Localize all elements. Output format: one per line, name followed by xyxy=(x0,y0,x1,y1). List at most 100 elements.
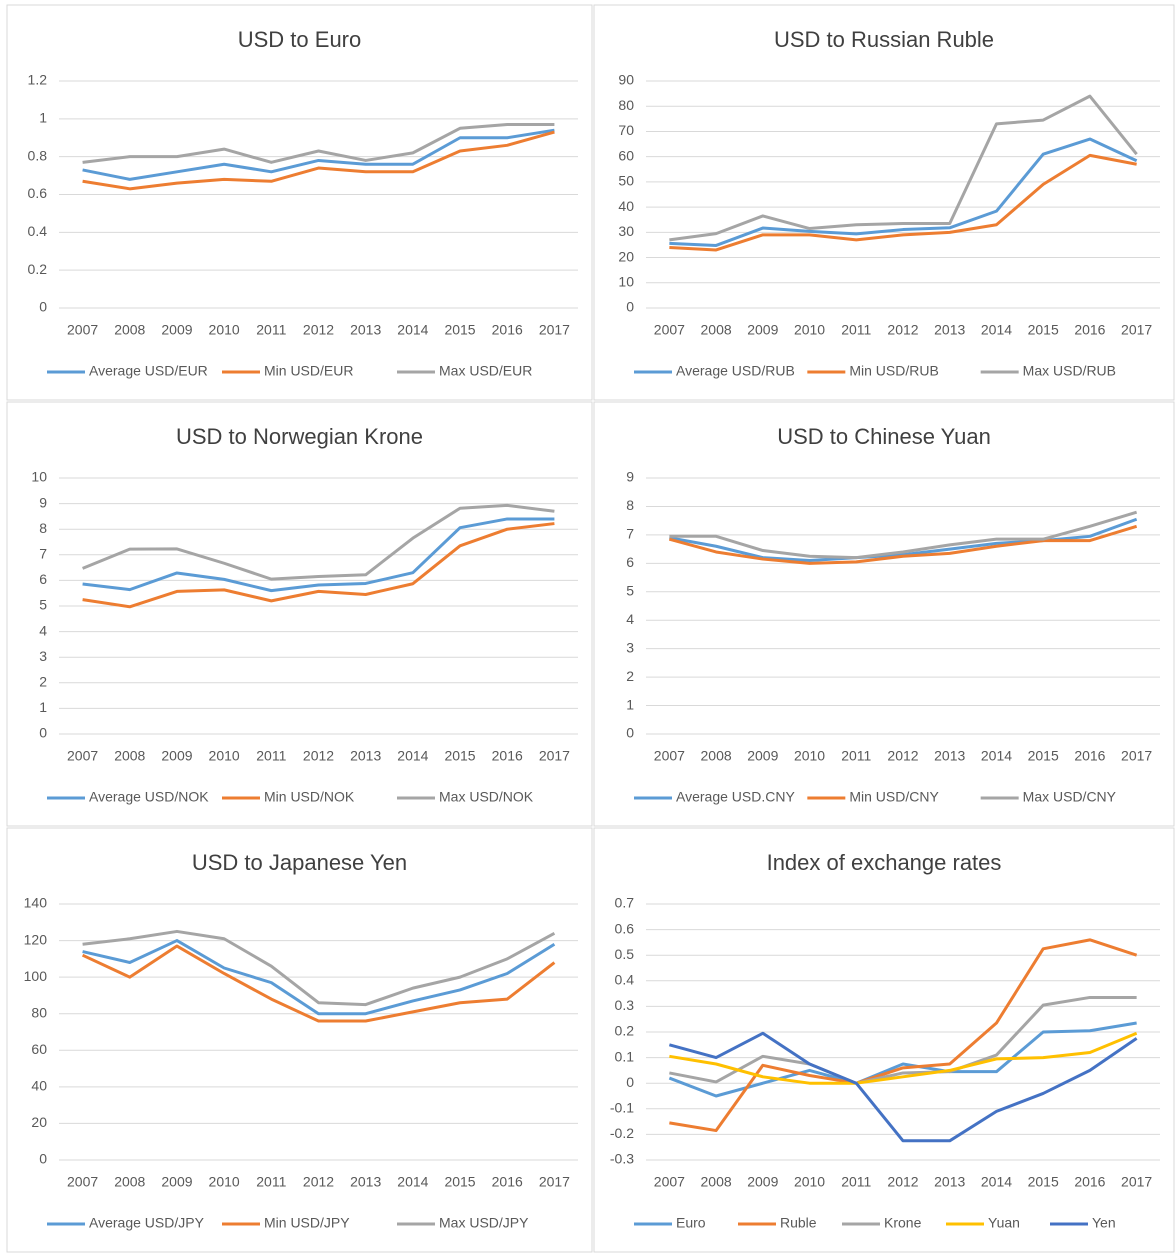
x-tick-label: 2017 xyxy=(1121,1174,1152,1190)
series-line xyxy=(82,503,555,581)
series-line xyxy=(82,128,555,181)
legend-label: Average USD/EUR xyxy=(89,363,208,379)
legend-label: Average USD.CNY xyxy=(676,789,795,805)
legend-label: Average USD/RUB xyxy=(676,363,795,379)
y-tick-label: 0.5 xyxy=(615,946,635,962)
y-tick-label: 0 xyxy=(626,1074,634,1090)
x-tick-label: 2012 xyxy=(303,1174,334,1190)
y-tick-label: 90 xyxy=(618,72,634,88)
x-tick-label: 2011 xyxy=(256,1174,286,1190)
y-tick-label: 7 xyxy=(626,526,634,542)
y-tick-label: -0.2 xyxy=(610,1125,634,1141)
legend-label: Krone xyxy=(884,1215,922,1231)
x-tick-label: 2010 xyxy=(209,1174,240,1190)
x-tick-label: 2007 xyxy=(67,1174,98,1190)
series-line xyxy=(668,1031,1138,1143)
series-line xyxy=(669,995,1137,1085)
x-tick-label: 2012 xyxy=(303,322,334,338)
y-tick-label: 0.7 xyxy=(615,895,635,911)
x-tick-label: 2011 xyxy=(841,1174,871,1190)
x-tick-label: 2010 xyxy=(794,1174,825,1190)
panel xyxy=(593,4,1175,401)
x-tick-label: 2008 xyxy=(114,322,145,338)
y-tick-label: 8 xyxy=(626,497,634,513)
y-tick-label: 3 xyxy=(39,648,47,664)
series-line xyxy=(82,522,555,609)
x-tick-label: 2008 xyxy=(114,748,145,764)
x-tick-label: 2010 xyxy=(209,748,240,764)
y-tick-label: 60 xyxy=(31,1041,47,1057)
x-tick-label: 2012 xyxy=(887,1174,918,1190)
panel xyxy=(593,827,1175,1253)
x-tick-label: 2016 xyxy=(492,748,523,764)
legend-label: Max USD/NOK xyxy=(439,789,534,805)
x-tick-label: 2017 xyxy=(539,748,570,764)
y-tick-label: 80 xyxy=(31,1004,47,1020)
y-tick-label: 30 xyxy=(618,223,634,239)
x-tick-label: 2015 xyxy=(444,1174,475,1190)
y-tick-label: 0 xyxy=(626,725,634,741)
series-line xyxy=(669,153,1137,252)
legend-label: Average USD/JPY xyxy=(89,1215,205,1231)
x-tick-label: 2017 xyxy=(539,322,570,338)
legend-label: Min USD/CNY xyxy=(849,789,939,805)
x-tick-label: 2015 xyxy=(1028,322,1059,338)
x-tick-label: 2016 xyxy=(1074,322,1105,338)
x-tick-label: 2014 xyxy=(981,1174,1012,1190)
legend-label: Yuan xyxy=(988,1215,1020,1231)
y-tick-label: 0.6 xyxy=(28,185,48,201)
y-tick-label: 100 xyxy=(24,968,48,984)
y-tick-label: 3 xyxy=(626,639,634,655)
chart-title: USD to Chinese Yuan xyxy=(777,424,991,449)
chart-title: USD to Japanese Yen xyxy=(192,850,407,875)
y-tick-label: 1.2 xyxy=(28,72,48,88)
y-tick-label: 0 xyxy=(39,299,47,315)
x-tick-label: 2014 xyxy=(981,748,1012,764)
x-tick-label: 2017 xyxy=(1121,322,1152,338)
y-tick-label: 4 xyxy=(626,611,634,627)
y-tick-label: 0.2 xyxy=(615,1023,635,1039)
chart-title: USD to Norwegian Krone xyxy=(176,424,423,449)
y-tick-label: 0 xyxy=(39,1151,47,1167)
x-tick-label: 2012 xyxy=(887,322,918,338)
x-tick-label: 2016 xyxy=(1074,1174,1105,1190)
chart-title: USD to Russian Ruble xyxy=(774,27,994,52)
y-tick-label: 1 xyxy=(39,110,47,126)
series-line xyxy=(82,939,556,1016)
x-tick-label: 2014 xyxy=(397,1174,428,1190)
x-tick-label: 2008 xyxy=(701,322,732,338)
panel xyxy=(6,401,593,827)
series-line xyxy=(82,123,555,164)
x-tick-label: 2009 xyxy=(161,748,192,764)
y-tick-label: 10 xyxy=(31,469,47,485)
x-tick-label: 2016 xyxy=(492,322,523,338)
y-tick-label: 0.1 xyxy=(615,1048,635,1064)
y-tick-label: 0.8 xyxy=(28,147,48,163)
legend-label: Max USD/JPY xyxy=(439,1215,529,1231)
x-tick-label: 2009 xyxy=(161,1174,192,1190)
y-tick-label: 9 xyxy=(626,469,634,485)
x-tick-label: 2007 xyxy=(67,322,98,338)
x-tick-label: 2009 xyxy=(747,748,778,764)
series-line xyxy=(82,517,555,593)
series-line xyxy=(81,944,556,1023)
y-tick-label: 8 xyxy=(39,520,47,536)
y-tick-label: 2 xyxy=(626,668,634,684)
y-tick-label: 40 xyxy=(31,1078,47,1094)
x-tick-label: 2007 xyxy=(654,1174,685,1190)
x-tick-label: 2008 xyxy=(701,748,732,764)
legend-label: Max USD/RUB xyxy=(1023,363,1116,379)
x-tick-label: 2007 xyxy=(67,748,98,764)
y-tick-label: 1 xyxy=(626,696,634,712)
legend-label: Euro xyxy=(676,1215,706,1231)
x-tick-label: 2011 xyxy=(256,322,286,338)
x-tick-label: 2016 xyxy=(492,1174,523,1190)
y-tick-label: 0.3 xyxy=(615,997,635,1013)
series-line xyxy=(669,94,1138,242)
legend-label: Min USD/NOK xyxy=(264,789,355,805)
y-tick-label: 20 xyxy=(31,1114,47,1130)
x-tick-label: 2007 xyxy=(654,322,685,338)
panel xyxy=(593,401,1175,827)
x-tick-label: 2013 xyxy=(350,748,381,764)
x-tick-label: 2013 xyxy=(934,1174,965,1190)
